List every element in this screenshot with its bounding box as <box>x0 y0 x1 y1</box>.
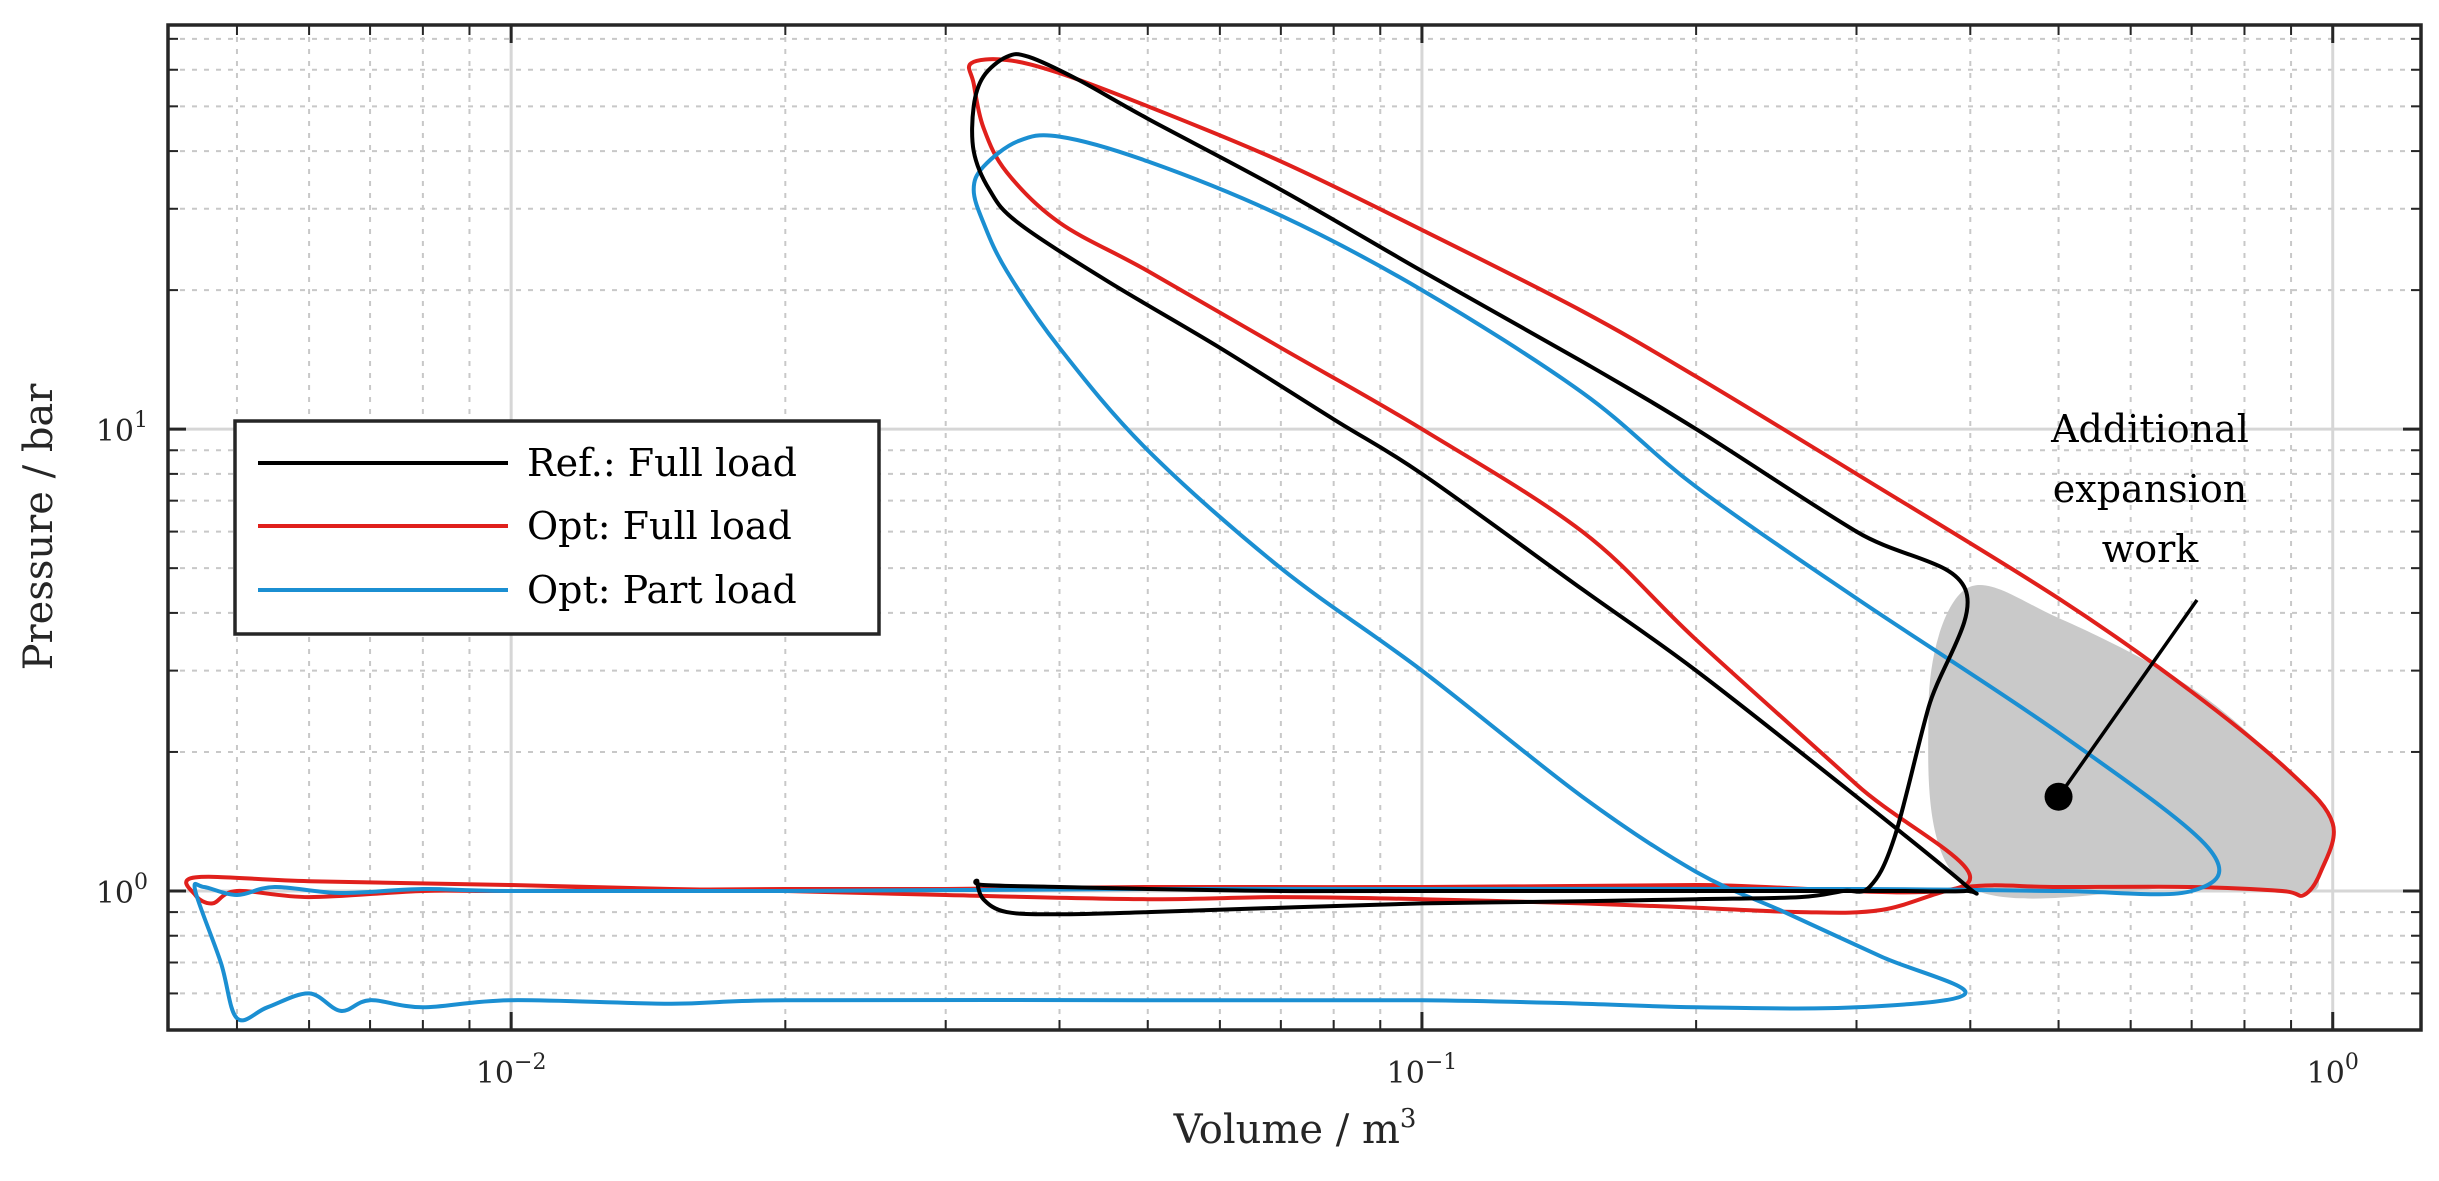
x-tick-label: 100 <box>2307 1050 2359 1091</box>
annotation: Additional expansion work <box>2044 407 2249 811</box>
shaded-region-layer <box>1928 584 2334 899</box>
x-axis-label: Volume / m3 <box>1173 1104 1417 1153</box>
x-tick-label: 10−2 <box>476 1050 547 1091</box>
legend-label-ref-full-load: Ref.: Full load <box>527 441 797 485</box>
series-line-opt-part-load <box>192 133 2222 1023</box>
tick-labels: 10−2 10−1 100 100 101 <box>96 408 2359 1091</box>
shaded-region-additional-expansion-work <box>1928 584 2334 899</box>
x-tick-label: 10−1 <box>1387 1050 1458 1091</box>
legend-label-opt-full-load: Opt: Full load <box>527 504 792 548</box>
annotation-text-line-3: work <box>2102 527 2200 571</box>
annotation-pointer-line <box>2057 598 2199 798</box>
plot-frame <box>166 23 2423 1032</box>
tick-marks <box>168 25 2421 1030</box>
legend-label-opt-part-load: Opt: Part load <box>527 568 797 612</box>
annotation-text-line-2: expansion <box>2053 467 2247 511</box>
annotation-marker <box>2044 782 2073 811</box>
y-axis-label: Pressure / bar <box>16 383 62 671</box>
y-tick-label: 101 <box>96 408 148 449</box>
legend: Ref.: Full load Opt: Full load Opt: Part… <box>233 419 881 636</box>
annotation-text-line-1: Additional <box>2050 407 2249 451</box>
series-layer <box>184 52 2336 1023</box>
y-tick-label: 100 <box>96 870 148 911</box>
series-line-ref-full-load <box>970 52 1979 917</box>
